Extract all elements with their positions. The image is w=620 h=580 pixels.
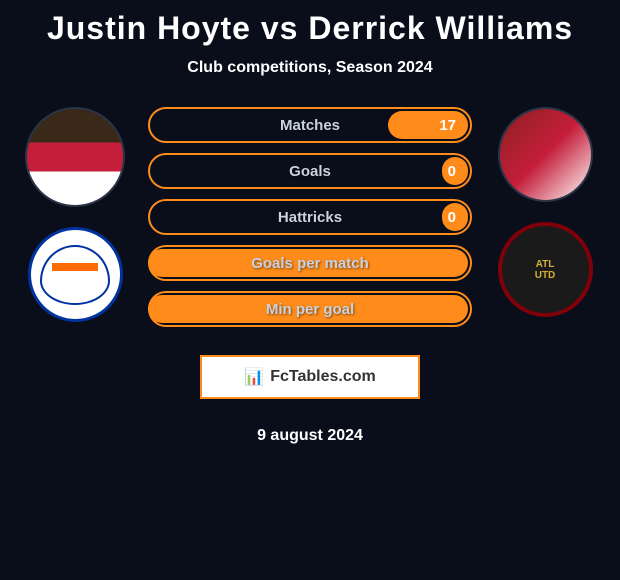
main-layout: Matches 17 Goals 0 Hattricks 0 Goals per… xyxy=(0,107,620,445)
stat-row-matches: Matches 17 xyxy=(148,107,472,143)
atlanta-united-crest-icon: ATLUTD xyxy=(535,259,556,281)
player2-club-logo: ATLUTD xyxy=(498,222,593,317)
player1-avatar xyxy=(25,107,125,207)
player1-club-logo xyxy=(28,227,123,322)
stat-value: 17 xyxy=(439,117,456,134)
right-column: ATLUTD xyxy=(480,107,610,317)
stat-value: 0 xyxy=(448,209,456,226)
report-date: 9 august 2024 xyxy=(148,427,472,445)
watermark-text: FcTables.com xyxy=(270,368,376,386)
stat-value: 0 xyxy=(448,163,456,180)
stat-label: Matches xyxy=(150,117,470,134)
watermark-badge: 📊 FcTables.com xyxy=(200,355,420,399)
stat-label: Goals xyxy=(150,163,470,180)
stats-column: Matches 17 Goals 0 Hattricks 0 Goals per… xyxy=(140,107,480,445)
fc-cincinnati-crest-icon xyxy=(40,245,110,305)
stat-row-hattricks: Hattricks 0 xyxy=(148,199,472,235)
stat-label: Goals per match xyxy=(150,255,470,272)
chart-icon: 📊 xyxy=(244,367,264,387)
player2-avatar xyxy=(498,107,593,202)
stat-label: Min per goal xyxy=(150,301,470,318)
stat-label: Hattricks xyxy=(150,209,470,226)
stat-row-goals: Goals 0 xyxy=(148,153,472,189)
comparison-subtitle: Club competitions, Season 2024 xyxy=(0,59,620,77)
stat-row-min-per-goal: Min per goal xyxy=(148,291,472,327)
comparison-title: Justin Hoyte vs Derrick Williams xyxy=(0,0,620,47)
stat-row-goals-per-match: Goals per match xyxy=(148,245,472,281)
left-column xyxy=(10,107,140,322)
